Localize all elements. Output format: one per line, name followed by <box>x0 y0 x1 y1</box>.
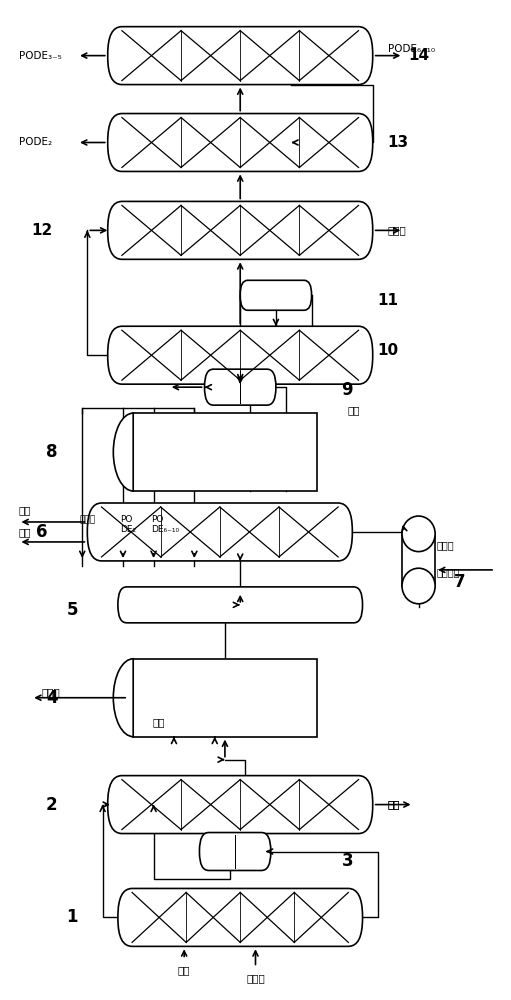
Text: 3: 3 <box>341 852 353 870</box>
Ellipse shape <box>402 516 435 552</box>
Bar <box>402 534 435 586</box>
FancyBboxPatch shape <box>199 833 271 870</box>
Text: 甲缩醒: 甲缩醒 <box>41 687 60 697</box>
Text: 汽气: 汽气 <box>152 717 165 727</box>
Text: 废水: 废水 <box>347 405 360 415</box>
Text: 11: 11 <box>378 293 399 308</box>
Text: PO: PO <box>151 515 164 524</box>
Text: 8: 8 <box>46 443 57 461</box>
Bar <box>133 413 317 491</box>
Text: 5: 5 <box>66 601 78 619</box>
Bar <box>133 659 317 737</box>
FancyBboxPatch shape <box>240 280 312 310</box>
Text: 废酸水: 废酸水 <box>388 225 407 235</box>
Text: PO: PO <box>121 515 133 524</box>
Text: 4: 4 <box>46 689 57 707</box>
Text: 2: 2 <box>46 796 57 814</box>
Text: 稀甲醇: 稀甲醇 <box>436 540 454 550</box>
FancyBboxPatch shape <box>108 114 373 171</box>
FancyBboxPatch shape <box>108 326 373 384</box>
FancyBboxPatch shape <box>108 776 373 834</box>
FancyBboxPatch shape <box>108 201 373 259</box>
Text: 1: 1 <box>66 908 78 926</box>
Text: 稀甲醇: 稀甲醇 <box>246 973 265 983</box>
FancyBboxPatch shape <box>108 27 373 85</box>
Text: PODE₃₋₅: PODE₃₋₅ <box>18 51 61 61</box>
Text: 9: 9 <box>341 381 353 399</box>
Text: 固体甲醇: 固体甲醇 <box>436 567 460 577</box>
Wedge shape <box>113 413 133 491</box>
FancyBboxPatch shape <box>118 888 362 946</box>
Text: DE₂: DE₂ <box>121 525 136 534</box>
Text: 甲缩醒: 甲缩醒 <box>80 515 96 524</box>
Text: 12: 12 <box>31 223 52 238</box>
Text: 废水: 废水 <box>388 800 401 810</box>
Text: PODE₂: PODE₂ <box>18 137 52 147</box>
Text: 废水: 废水 <box>388 800 401 810</box>
FancyBboxPatch shape <box>87 503 352 561</box>
Ellipse shape <box>402 568 435 604</box>
Text: 7: 7 <box>454 573 465 591</box>
Text: DE₆₋₁₀: DE₆₋₁₀ <box>151 525 179 534</box>
Text: PODE₆₋₁₀: PODE₆₋₁₀ <box>388 44 435 54</box>
Text: 废水: 废水 <box>18 505 31 515</box>
FancyBboxPatch shape <box>204 369 276 405</box>
Text: 13: 13 <box>388 135 409 150</box>
FancyBboxPatch shape <box>118 587 362 623</box>
Wedge shape <box>113 659 133 737</box>
Text: 甲醇: 甲醇 <box>178 965 191 975</box>
Text: 10: 10 <box>378 343 399 358</box>
Text: 14: 14 <box>408 48 429 63</box>
Text: 废气: 废气 <box>18 527 31 537</box>
Text: 6: 6 <box>36 523 47 541</box>
